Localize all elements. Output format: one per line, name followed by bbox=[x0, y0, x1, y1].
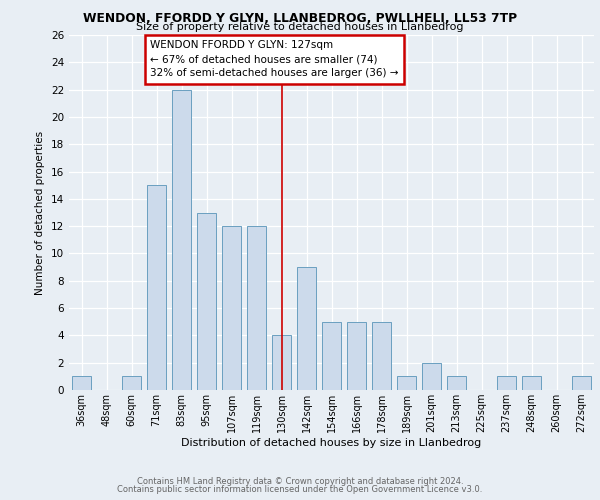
Bar bbox=[272, 336, 291, 390]
Text: Contains HM Land Registry data © Crown copyright and database right 2024.: Contains HM Land Registry data © Crown c… bbox=[137, 477, 463, 486]
Bar bbox=[172, 90, 191, 390]
Bar bbox=[422, 362, 441, 390]
Bar bbox=[372, 322, 391, 390]
Text: Size of property relative to detached houses in Llanbedrog: Size of property relative to detached ho… bbox=[136, 22, 464, 32]
Bar bbox=[497, 376, 516, 390]
Bar bbox=[247, 226, 266, 390]
Bar bbox=[197, 212, 216, 390]
X-axis label: Distribution of detached houses by size in Llanbedrog: Distribution of detached houses by size … bbox=[181, 438, 482, 448]
Bar bbox=[397, 376, 416, 390]
Bar bbox=[72, 376, 91, 390]
Bar bbox=[322, 322, 341, 390]
Bar bbox=[572, 376, 591, 390]
Bar bbox=[122, 376, 141, 390]
Bar bbox=[297, 267, 316, 390]
Bar bbox=[147, 185, 166, 390]
Text: WENDON, FFORDD Y GLYN, LLANBEDROG, PWLLHELI, LL53 7TP: WENDON, FFORDD Y GLYN, LLANBEDROG, PWLLH… bbox=[83, 12, 517, 24]
Bar bbox=[447, 376, 466, 390]
Y-axis label: Number of detached properties: Number of detached properties bbox=[35, 130, 46, 294]
Bar bbox=[347, 322, 366, 390]
Bar bbox=[522, 376, 541, 390]
Bar bbox=[222, 226, 241, 390]
Text: WENDON FFORDD Y GLYN: 127sqm
← 67% of detached houses are smaller (74)
32% of se: WENDON FFORDD Y GLYN: 127sqm ← 67% of de… bbox=[151, 40, 399, 78]
Text: Contains public sector information licensed under the Open Government Licence v3: Contains public sector information licen… bbox=[118, 485, 482, 494]
